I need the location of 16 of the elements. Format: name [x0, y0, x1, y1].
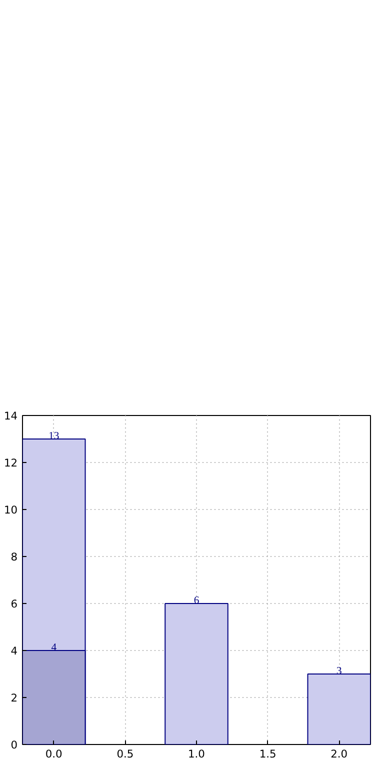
- y-tick-label: 6: [10, 598, 18, 610]
- y-tick-label: 2: [10, 692, 18, 704]
- y-tick-label: 12: [4, 456, 18, 470]
- y-tick-label: 10: [4, 504, 18, 516]
- bar: [164, 603, 228, 744]
- y-tick-label: 4: [10, 644, 18, 658]
- x-tick-label: 1.0: [188, 748, 206, 760]
- y-tick-label: 0: [10, 738, 18, 752]
- bar: [307, 674, 370, 744]
- y-tick-label: 8: [10, 550, 18, 564]
- data-label: 4: [51, 642, 58, 654]
- x-tick-label: 0.0: [45, 748, 63, 760]
- x-tick-label: 0.5: [116, 748, 134, 760]
- x-tick-label: 1.5: [259, 748, 276, 760]
- x-tick-label: 2.0: [330, 748, 348, 760]
- y-tick-label: 14: [4, 410, 18, 422]
